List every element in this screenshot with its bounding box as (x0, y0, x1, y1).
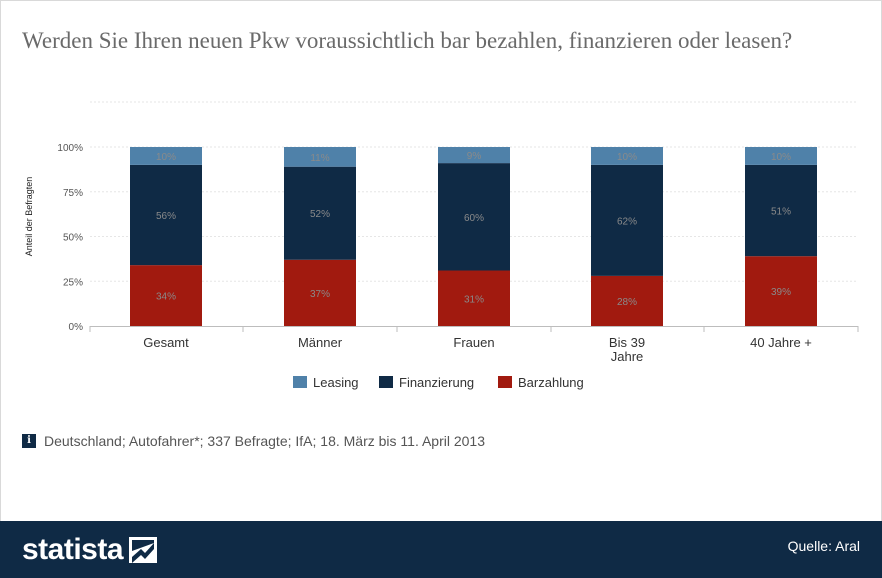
bar-barzahlung (591, 275, 663, 326)
brand-name: statista (22, 533, 124, 566)
data-label: 37% (310, 289, 330, 300)
legend-swatch-finanzierung (379, 376, 393, 388)
source-label: Quelle: Aral (787, 538, 860, 554)
bar-finanzierung (130, 164, 202, 266)
x-tick-label: Männer (298, 335, 343, 350)
data-label: 28% (617, 297, 637, 308)
bar-finanzierung (438, 163, 510, 271)
bar-finanzierung (284, 166, 356, 260)
data-label: 62% (617, 216, 637, 227)
y-tick-label: 50% (63, 233, 83, 244)
statista-logo[interactable]: statista (22, 533, 158, 567)
x-tick-label: Frauen (453, 335, 494, 350)
data-label: 39% (771, 287, 791, 298)
data-label: 52% (310, 209, 330, 220)
bar-leasing (438, 147, 510, 164)
data-label: 11% (310, 153, 329, 164)
bar-leasing (284, 147, 356, 167)
footer: statista Quelle: Aral (0, 521, 882, 578)
data-label: 51% (771, 207, 791, 218)
data-label: 60% (464, 213, 484, 224)
legend-swatch-barzahlung (498, 376, 512, 388)
info-icon[interactable]: i (22, 434, 36, 448)
bar-finanzierung (745, 164, 817, 257)
data-label: 10% (617, 152, 637, 163)
bar-leasing (745, 147, 817, 165)
bar-barzahlung (130, 265, 202, 326)
survey-note: i Deutschland; Autofahrer*; 337 Befragte… (22, 433, 485, 449)
y-tick-label: 0% (69, 322, 84, 333)
bar-finanzierung (591, 164, 663, 276)
y-axis-label: Anteil der Befragten (24, 177, 34, 257)
data-label: 34% (156, 292, 176, 303)
y-tick-label: 75% (63, 188, 83, 199)
survey-note-text: Deutschland; Autofahrer*; 337 Befragte; … (44, 433, 485, 449)
statista-logo-icon (129, 537, 158, 563)
data-label: 56% (156, 211, 176, 222)
x-tick-label: Gesamt (143, 335, 189, 350)
data-label: 31% (464, 294, 484, 305)
data-label: 10% (771, 152, 791, 163)
data-label: 10% (156, 152, 176, 163)
stacked-bar-chart: 0% 25% 50% 75% 100% Anteil der Befragten 34% 56… (24, 101, 859, 390)
legend-swatch-leasing (293, 376, 307, 388)
x-tick-label: 40 Jahre + (750, 335, 812, 350)
legend-label: Barzahlung (518, 375, 584, 390)
y-tick-label: 100% (57, 143, 83, 154)
x-tick-label: Jahre (611, 349, 644, 364)
bar-barzahlung (438, 270, 510, 326)
bar-barzahlung (745, 256, 817, 326)
bar-leasing (591, 147, 663, 165)
bar-leasing (130, 147, 202, 165)
bar-barzahlung (284, 259, 356, 326)
legend-label: Leasing (313, 375, 359, 390)
legend-label: Finanzierung (399, 375, 474, 390)
chart-title: Werden Sie Ihren neuen Pkw voraussichtli… (22, 28, 793, 53)
data-label: 9% (467, 151, 482, 162)
x-tick-label: Bis 39 (609, 335, 645, 350)
y-tick-label: 25% (63, 277, 83, 288)
